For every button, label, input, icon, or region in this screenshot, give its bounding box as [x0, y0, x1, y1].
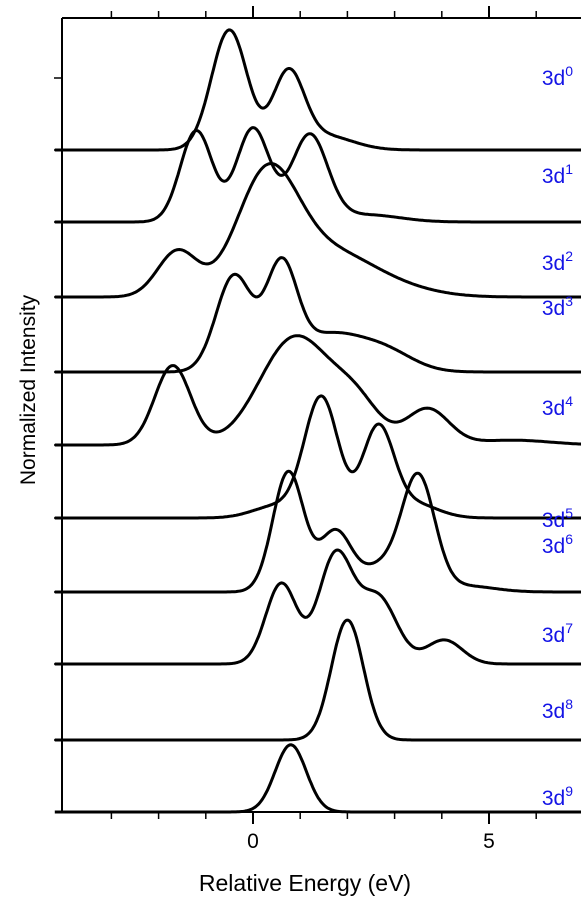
series-line-3d5 [54, 394, 581, 520]
series-line-3d6 [54, 469, 581, 594]
series-line-3d1 [54, 126, 581, 224]
series-label-3d1: 3d1 [542, 161, 573, 188]
y-axis-label: Normalized Intensity [17, 294, 40, 485]
series-line-3d0 [54, 28, 581, 152]
series-label-3d5: 3d5 [542, 505, 573, 532]
series-label-3d6: 3d6 [542, 531, 573, 558]
series-layer [54, 28, 581, 814]
x-tick-label: 5 [483, 830, 495, 853]
series-label-3d7: 3d7 [542, 620, 573, 647]
series-label-3d9: 3d9 [542, 783, 573, 810]
series-label-3d0: 3d0 [542, 63, 573, 90]
series-label-3d2: 3d2 [542, 248, 573, 275]
x-axis-label: Relative Energy (eV) [199, 870, 411, 896]
series-line-3d8 [54, 618, 581, 742]
series-label-3d3: 3d3 [542, 293, 573, 320]
series-line-3d9 [54, 743, 581, 814]
series-line-3d2 [54, 162, 581, 299]
x-tick-label: 0 [247, 830, 259, 853]
series-label-3d8: 3d8 [542, 696, 573, 723]
series-line-3d4 [54, 334, 581, 447]
series-label-3d4: 3d4 [542, 393, 573, 420]
series-line-3d7 [54, 548, 581, 666]
series-line-3d3 [54, 256, 581, 374]
